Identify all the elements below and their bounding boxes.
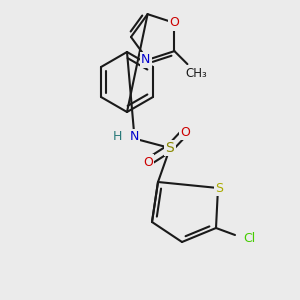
Text: Cl: Cl (243, 232, 255, 244)
Text: H: H (112, 130, 122, 143)
Text: S: S (166, 141, 174, 155)
Text: N: N (129, 130, 139, 143)
Text: N: N (141, 53, 150, 66)
Text: O: O (169, 16, 179, 29)
Text: O: O (143, 155, 153, 169)
Text: CH₃: CH₃ (185, 67, 207, 80)
Text: S: S (215, 182, 223, 194)
Text: O: O (180, 125, 190, 139)
